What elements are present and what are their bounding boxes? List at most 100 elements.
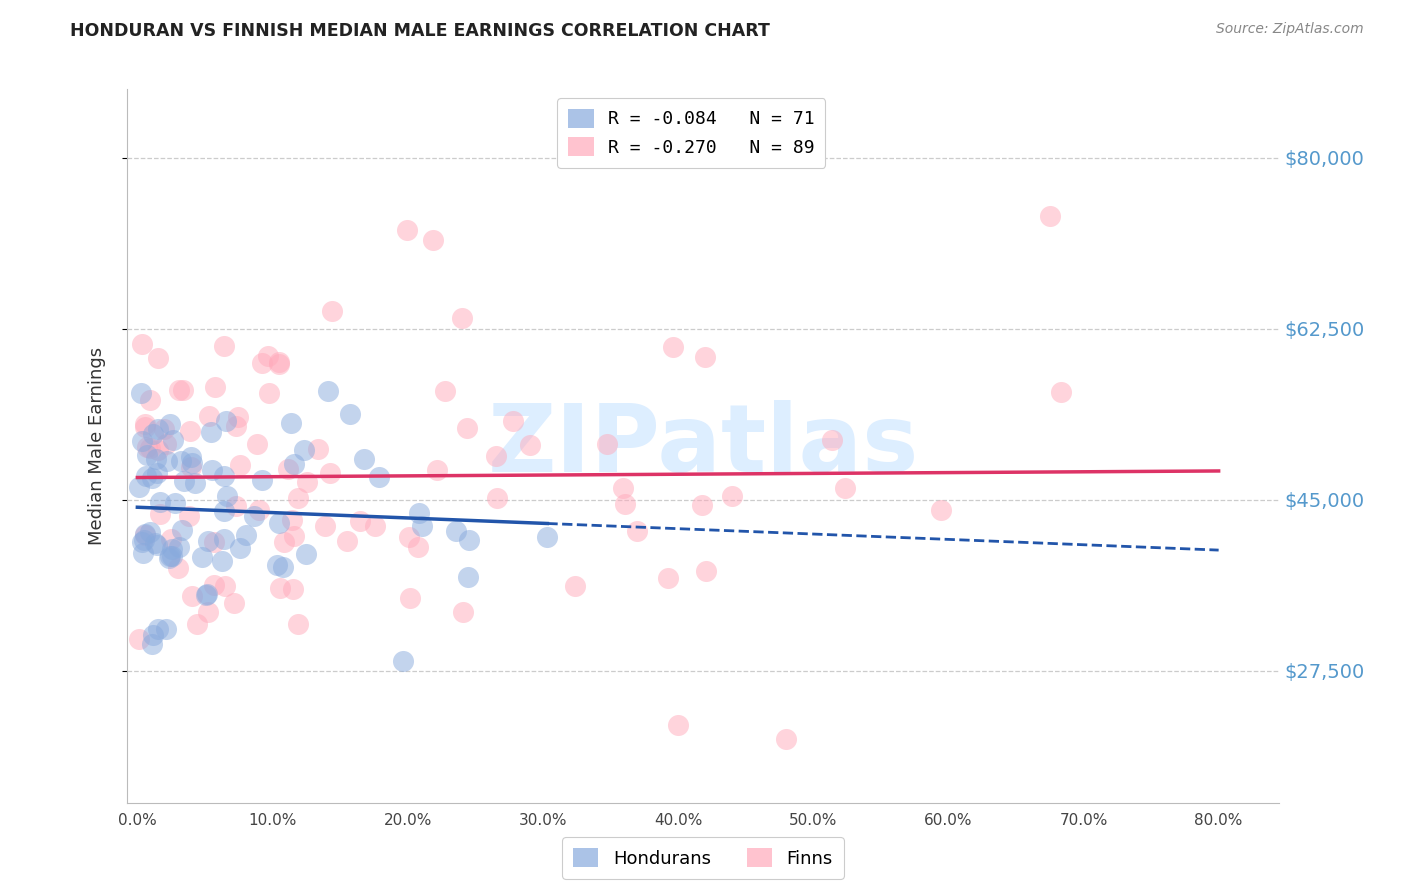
Point bbox=[159, 417, 181, 431]
Point bbox=[215, 414, 238, 428]
Point bbox=[316, 384, 339, 399]
Point bbox=[128, 632, 150, 646]
Point bbox=[155, 437, 177, 451]
Point bbox=[141, 637, 163, 651]
Point bbox=[297, 475, 319, 489]
Point bbox=[280, 513, 302, 527]
Point bbox=[131, 535, 153, 549]
Point bbox=[695, 350, 717, 364]
Point bbox=[269, 357, 291, 371]
Point bbox=[198, 409, 221, 424]
Point bbox=[172, 383, 194, 397]
Point bbox=[202, 578, 225, 592]
Point bbox=[613, 497, 636, 511]
Point bbox=[179, 508, 201, 523]
Point bbox=[155, 622, 177, 636]
Point bbox=[339, 407, 361, 421]
Point bbox=[283, 457, 305, 471]
Point bbox=[163, 496, 186, 510]
Point bbox=[775, 732, 797, 747]
Point bbox=[720, 489, 742, 503]
Point bbox=[287, 617, 309, 632]
Point bbox=[224, 596, 246, 610]
Point bbox=[159, 549, 181, 563]
Point bbox=[266, 558, 288, 573]
Point bbox=[485, 450, 508, 464]
Point bbox=[287, 491, 309, 505]
Point bbox=[450, 311, 472, 326]
Point bbox=[138, 524, 160, 539]
Point bbox=[834, 481, 856, 495]
Point bbox=[149, 495, 172, 509]
Point bbox=[336, 533, 359, 548]
Point bbox=[396, 223, 419, 237]
Point bbox=[195, 587, 218, 601]
Point bbox=[146, 442, 169, 457]
Point bbox=[160, 542, 183, 557]
Point bbox=[160, 549, 183, 563]
Point bbox=[486, 491, 509, 506]
Point bbox=[169, 454, 191, 468]
Point bbox=[135, 440, 157, 454]
Point bbox=[250, 473, 273, 487]
Point bbox=[295, 548, 318, 562]
Point bbox=[145, 466, 167, 480]
Point bbox=[128, 479, 150, 493]
Point bbox=[184, 475, 207, 490]
Point bbox=[399, 591, 422, 606]
Point bbox=[167, 540, 190, 554]
Point bbox=[160, 532, 183, 546]
Point bbox=[612, 481, 634, 495]
Point bbox=[821, 434, 844, 448]
Point bbox=[173, 475, 195, 489]
Point bbox=[456, 421, 478, 435]
Point bbox=[181, 456, 204, 470]
Point bbox=[131, 337, 153, 351]
Point bbox=[250, 356, 273, 370]
Point bbox=[353, 452, 375, 467]
Point bbox=[181, 589, 204, 603]
Point bbox=[146, 351, 169, 366]
Point bbox=[235, 528, 257, 542]
Point bbox=[214, 339, 236, 353]
Point bbox=[277, 462, 299, 476]
Point bbox=[246, 437, 269, 451]
Point bbox=[564, 579, 586, 593]
Legend: R = -0.084   N = 71, R = -0.270   N = 89: R = -0.084 N = 71, R = -0.270 N = 89 bbox=[557, 98, 825, 168]
Point bbox=[170, 523, 193, 537]
Point bbox=[212, 504, 235, 518]
Point bbox=[257, 386, 280, 401]
Point bbox=[321, 304, 343, 318]
Point bbox=[204, 380, 226, 394]
Point bbox=[273, 535, 295, 549]
Point bbox=[214, 579, 236, 593]
Point bbox=[247, 502, 270, 516]
Point bbox=[269, 355, 291, 369]
Point bbox=[135, 468, 157, 483]
Point bbox=[657, 571, 679, 585]
Point bbox=[662, 340, 685, 354]
Text: HONDURAN VS FINNISH MEDIAN MALE EARNINGS CORRELATION CHART: HONDURAN VS FINNISH MEDIAN MALE EARNINGS… bbox=[70, 22, 770, 40]
Point bbox=[136, 448, 159, 462]
Point bbox=[257, 349, 280, 363]
Point bbox=[141, 471, 163, 485]
Point bbox=[225, 419, 247, 434]
Point bbox=[179, 424, 201, 438]
Point bbox=[197, 533, 219, 548]
Point bbox=[194, 588, 217, 602]
Point bbox=[131, 434, 153, 448]
Point bbox=[228, 410, 250, 425]
Point bbox=[132, 546, 155, 560]
Point bbox=[197, 605, 219, 619]
Point bbox=[215, 489, 238, 503]
Point bbox=[426, 463, 449, 477]
Point bbox=[167, 561, 190, 575]
Point bbox=[292, 443, 315, 458]
Point bbox=[391, 654, 413, 668]
Point bbox=[229, 458, 252, 472]
Point bbox=[169, 383, 191, 397]
Point bbox=[148, 622, 170, 636]
Point bbox=[695, 564, 717, 578]
Point bbox=[319, 466, 342, 480]
Point bbox=[596, 437, 619, 451]
